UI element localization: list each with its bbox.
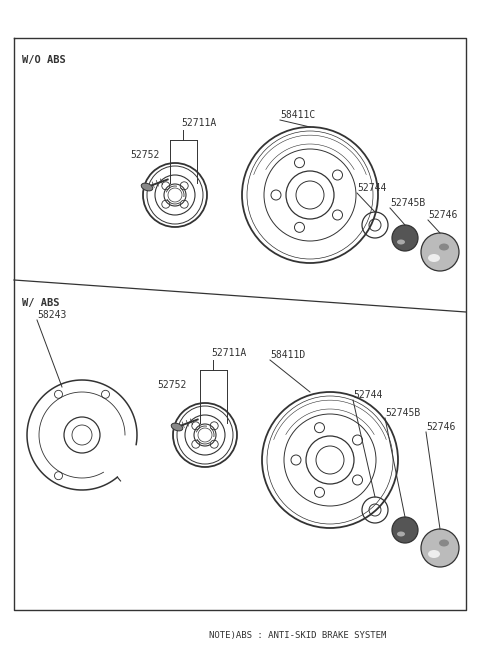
Text: 52711A: 52711A <box>211 348 246 358</box>
Circle shape <box>392 225 418 251</box>
Circle shape <box>421 233 459 271</box>
Text: 52745B: 52745B <box>385 408 420 418</box>
Ellipse shape <box>439 244 449 250</box>
Text: NOTE)ABS : ANTI-SKID BRAKE SYSTEM: NOTE)ABS : ANTI-SKID BRAKE SYSTEM <box>209 631 386 640</box>
Text: 52752: 52752 <box>157 380 186 390</box>
Text: 58411D: 58411D <box>270 350 305 360</box>
Text: 52746: 52746 <box>426 422 456 432</box>
Text: W/ ABS: W/ ABS <box>22 298 60 308</box>
Text: 58243: 58243 <box>37 310 66 320</box>
Text: 52711A: 52711A <box>181 118 216 128</box>
Ellipse shape <box>439 539 449 547</box>
Circle shape <box>421 529 459 567</box>
Text: 52752: 52752 <box>130 150 159 160</box>
Text: 52745B: 52745B <box>390 198 425 208</box>
Ellipse shape <box>428 254 440 262</box>
Text: 52744: 52744 <box>353 390 383 400</box>
Ellipse shape <box>141 183 153 191</box>
Text: W/O ABS: W/O ABS <box>22 55 66 65</box>
Text: 52744: 52744 <box>357 183 386 193</box>
Ellipse shape <box>397 240 405 244</box>
Text: 52746: 52746 <box>428 210 457 220</box>
Ellipse shape <box>428 550 440 558</box>
Ellipse shape <box>397 532 405 537</box>
Circle shape <box>392 517 418 543</box>
Ellipse shape <box>171 423 183 431</box>
Text: 58411C: 58411C <box>280 110 315 120</box>
